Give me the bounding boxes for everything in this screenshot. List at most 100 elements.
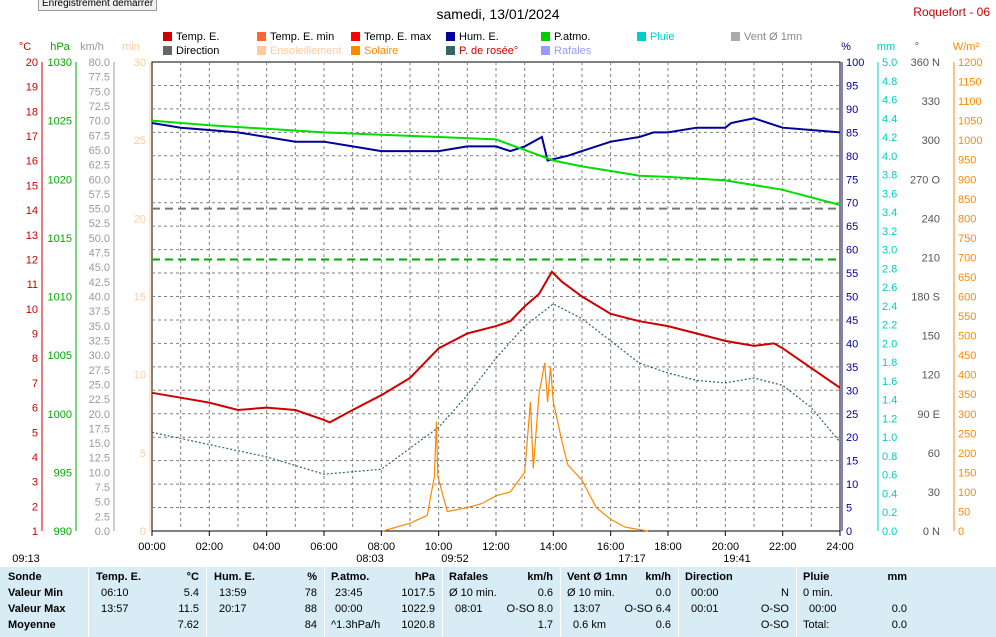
x-tick-label: 08:00 [368,541,396,553]
hum-tick-label: 25 [846,409,858,421]
hum-tick-label: 5 [846,503,852,515]
wind-unit-label: km/h [80,41,104,53]
rain-tick-label: 4.8 [882,76,897,88]
col-title: P.atmo. [331,571,370,583]
legend-swatch [541,32,550,41]
dir-tick-label: 150 [922,331,940,343]
rain-tick-label: 1.4 [882,395,897,407]
gust-label: Ø 10 min. [449,587,497,599]
rain-tick-label: 0.2 [882,507,897,519]
row-label: Moyenne [8,619,56,631]
solar-tick-label: 50 [958,506,970,518]
legend-item: P. de rosée° [446,45,518,57]
dir-unit-label: ° [915,41,919,53]
rain-tick-label: 3.2 [882,226,897,238]
minutes-tick-label: 0 [140,526,146,538]
legend-swatch [163,46,172,55]
temp-tick-label: 14 [26,205,38,217]
legend-item: Pluie [637,31,674,43]
time-marker: 19:41 [723,553,751,565]
record-button[interactable]: Enregistrement démarrer [38,0,158,11]
temp-tick-label: 20 [26,57,38,69]
press-tick-label: 1010 [48,292,72,304]
hum-tick-label: 70 [846,198,858,210]
hum-tick-label: 20 [846,432,858,444]
minutes-tick-label: 10 [134,370,146,382]
time-marker: 17:17 [618,553,646,565]
time-marker: 09:52 [441,553,469,565]
legend-swatch [351,32,360,41]
stats-col-press: P.atmo. hPa 23:45 1017.5 00:00 1022.9 ^1… [324,567,443,637]
dir-tick-label: 300 [922,135,940,147]
max-value: 1022.9 [401,603,435,615]
hum-tick-label: 40 [846,338,858,350]
solar-tick-label: 0 [958,526,964,538]
wind-tick-label: 25.0 [89,379,110,391]
solar-tick-label: 850 [958,194,976,206]
rain-tick-label: 2.8 [882,263,897,275]
max-value: O-SO 8.0 [506,603,553,615]
legend-label: Ensoleillement [270,45,342,57]
wind-tick-label: 42.5 [89,277,110,289]
temp-tick-label: 3 [32,477,38,489]
temp-tick-label: 10 [26,304,38,316]
temp-tick-label: 19 [26,82,38,94]
legend-item: Ensoleillement [257,45,342,57]
solar-tick-label: 950 [958,155,976,167]
wind-tick-label: 32.5 [89,335,110,347]
rain-tick-label: 2.4 [882,301,897,313]
wind-tick-label: 72.5 [89,101,110,113]
time-marker: 08:03 [356,553,384,565]
time-marker: 09:13 [12,553,40,565]
hum-tick-label: 55 [846,268,858,280]
wind-tick-label: 40.0 [89,292,110,304]
wind-tick-label: 5.0 [95,497,110,509]
legend-label: Temp. E. min [270,31,335,43]
wind-tick-label: 75.0 [89,86,110,98]
stats-col-dir: Direction 00:00 N 00:01 O-SO O-SO [678,567,797,637]
x-tick-label: 24:00 [826,541,854,553]
col-title: Pluie [803,571,830,583]
dir-tick-label: 120 [922,370,940,382]
col-unit: km/h [527,571,553,583]
wind-tick-label: 20.0 [89,409,110,421]
min-time: 00:00 [691,587,719,599]
solar-tick-label: 800 [958,213,976,225]
temp-tick-label: 18 [26,106,38,118]
rain-tick-label: 4.6 [882,95,897,107]
legend-swatch [446,32,455,41]
press-tick-label: 1025 [48,116,72,128]
x-tick-label: 10:00 [425,541,453,553]
min-time: 13:59 [219,587,247,599]
hum-tick-label: 45 [846,315,858,327]
dir-tick-label: 270 O [910,174,940,186]
hum-tick-label: 80 [846,151,858,163]
wind-tick-label: 70.0 [89,116,110,128]
series-line [151,119,841,206]
solar-tick-label: 400 [958,370,976,382]
legend-swatch [257,32,266,41]
hum-tick-label: 35 [846,362,858,374]
wind-tick-label: 35.0 [89,321,110,333]
legend-swatch [163,32,172,41]
trend-value: ^1.3hPa/h [331,619,381,631]
legend-label: Temp. E. max [364,31,432,43]
col-title: Direction [685,571,733,583]
legend-item: Temp. E. [163,31,219,43]
max-value: O-SO [760,603,789,615]
press-tick-label: 995 [54,467,72,479]
wind-tick-label: 50.0 [89,233,110,245]
temp-unit-label: °C [19,41,31,53]
dir-tick-label: 180 S [911,292,940,304]
rain-tick-label: 2.2 [882,320,897,332]
min-value: 78 [304,587,317,599]
min-value: 1017.5 [401,587,435,599]
hum-tick-label: 0 [846,526,852,538]
rain-tick-label: 0.0 [882,526,897,538]
wind-tick-label: 45.0 [89,262,110,274]
hum-tick-label: 50 [846,292,858,304]
legend-label: Pluie [650,31,675,43]
rain-tick-label: 4.2 [882,132,897,144]
max-time: 13:57 [101,603,129,615]
col-unit: km/h [645,571,671,583]
